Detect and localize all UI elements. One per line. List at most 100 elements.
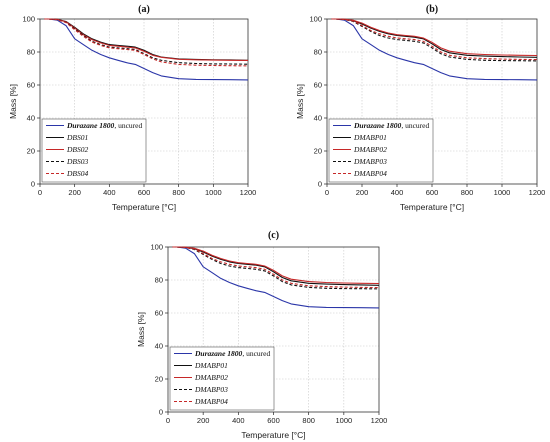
- y-tick-label: 60: [27, 81, 35, 90]
- x-tick-label: 200: [356, 188, 369, 197]
- chart-title: (b): [426, 4, 438, 15]
- x-tick-label: 400: [232, 416, 245, 425]
- legend: Durazane 1800, uncured DMABP01 DMABP02 DMAB…: [169, 346, 275, 411]
- y-axis-label: Mass [%]: [8, 84, 18, 119]
- legend-entry: DBS02: [66, 145, 88, 154]
- y-tick-label: 100: [309, 15, 322, 24]
- x-tick-label: 1200: [529, 188, 546, 197]
- x-tick-label: 800: [461, 188, 474, 197]
- x-tick-label: 1200: [371, 416, 388, 425]
- x-axis-label: Temperature [°C]: [112, 202, 176, 212]
- y-tick-label: 0: [159, 408, 163, 417]
- legend-entry: DMABP03: [194, 385, 228, 394]
- legend-entry: DMABP04: [194, 397, 228, 406]
- legend-box: [169, 346, 275, 411]
- legend-box: [41, 118, 147, 183]
- x-tick-label: 0: [325, 188, 329, 197]
- legend-entry-suffix: , uncured: [242, 349, 270, 358]
- x-axis-label: Temperature [°C]: [400, 202, 464, 212]
- series-line-dbs02: [44, 18, 249, 61]
- legend: Durazane 1800, uncured DMABP01 DMABP02 DMAB…: [328, 118, 434, 183]
- chart-title: (a): [138, 4, 150, 15]
- x-tick-label: 600: [426, 188, 439, 197]
- x-tick-label: 400: [391, 188, 404, 197]
- legend-box: [328, 118, 434, 183]
- legend-entry-name: DMABP02: [194, 373, 228, 382]
- legend-entry: DMABP02: [353, 145, 387, 154]
- legend-entry: Durazane 1800, uncured: [194, 349, 270, 358]
- series-line-dmabp02: [331, 18, 538, 57]
- panel-c: (c) 0 200 400 600 800 1000 1200 0 20 40 60 80 100 Temp…: [136, 230, 387, 440]
- legend-entry-name: DMABP03: [194, 385, 228, 394]
- legend-entry: DBS04: [66, 169, 88, 178]
- x-tick-label: 1000: [494, 188, 511, 197]
- legend-entry-name: DMABP03: [353, 157, 387, 166]
- series-line-dmabp04: [172, 246, 380, 289]
- legend-entry-name: DBS02: [66, 145, 88, 154]
- y-tick-label: 80: [27, 48, 35, 57]
- y-axis-label: Mass [%]: [136, 312, 146, 347]
- y-tick-label: 80: [314, 48, 322, 57]
- series-line-durazane-1800: [172, 246, 380, 309]
- panel-a: (a) 0 200 400 600 800 1000 1200 0 20 40 60 80 100 Temp…: [8, 4, 256, 212]
- x-axis-label: Temperature [°C]: [241, 430, 305, 440]
- legend-entry: DMABP01: [194, 361, 228, 370]
- x-tick-label: 800: [172, 188, 185, 197]
- y-tick-label: 40: [155, 342, 163, 351]
- legend: Durazane 1800, uncured DBS01 DBS02 DBS03 DBS…: [41, 118, 147, 183]
- series-line-durazane-1800: [44, 18, 249, 81]
- y-tick-label: 100: [22, 15, 35, 24]
- y-tick-label: 60: [314, 81, 322, 90]
- legend-entry-name: DBS04: [66, 169, 88, 178]
- x-tick-label: 0: [38, 188, 42, 197]
- legend-entry-suffix: , uncured: [114, 121, 142, 130]
- y-axis-label: Mass [%]: [295, 84, 305, 119]
- y-tick-label: 20: [27, 147, 35, 156]
- y-tick-label: 20: [314, 147, 322, 156]
- legend-entry: Durazane 1800, uncured: [66, 121, 142, 130]
- x-tick-label: 200: [68, 188, 81, 197]
- legend-entry: DMABP03: [353, 157, 387, 166]
- legend-entry-name: DMABP04: [194, 397, 228, 406]
- legend-entry: DMABP04: [353, 169, 387, 178]
- x-tick-label: 800: [302, 416, 315, 425]
- y-tick-label: 80: [155, 276, 163, 285]
- x-tick-label: 600: [138, 188, 151, 197]
- series-line-dbs03: [44, 18, 249, 65]
- x-tick-label: 0: [166, 416, 170, 425]
- legend-entry: Durazane 1800, uncured: [353, 121, 429, 130]
- legend-entry-name: DMABP02: [353, 145, 387, 154]
- series-line-durazane-1800: [331, 18, 538, 81]
- series-line-dbs04: [44, 18, 249, 67]
- x-tick-label: 1000: [205, 188, 222, 197]
- y-tick-label: 20: [155, 375, 163, 384]
- legend-entry-name: DMABP01: [194, 361, 228, 370]
- legend-entry: DMABP01: [353, 133, 387, 142]
- plot-frame: [39, 18, 249, 185]
- y-tick-label: 40: [314, 114, 322, 123]
- y-tick-label: 60: [155, 309, 163, 318]
- y-tick-label: 0: [31, 180, 35, 189]
- plot-frame: [167, 246, 380, 413]
- x-tick-label: 600: [267, 416, 280, 425]
- y-tick-label: 100: [150, 243, 163, 252]
- plot-frame: [326, 18, 538, 185]
- legend-entry-name: DBS03: [66, 157, 88, 166]
- panel-b: (b) 0 200 400 600 800 1000 1200 0 20 40 60 80 100 Temp…: [295, 4, 545, 212]
- legend-entry-name: Durazane 1800: [353, 121, 402, 130]
- legend-entry: DBS03: [66, 157, 88, 166]
- chart-title: (c): [268, 230, 279, 241]
- legend-entry-name: Durazane 1800: [66, 121, 115, 130]
- legend-entry-name: Durazane 1800: [194, 349, 243, 358]
- x-tick-label: 200: [197, 416, 210, 425]
- legend-entry-suffix: , uncured: [401, 121, 429, 130]
- x-tick-label: 400: [103, 188, 116, 197]
- y-tick-label: 40: [27, 114, 35, 123]
- legend-entry-name: DMABP01: [353, 133, 387, 142]
- legend-entry-name: DMABP04: [353, 169, 387, 178]
- series-line-dmabp02: [172, 246, 380, 285]
- legend-entry: DBS01: [66, 133, 88, 142]
- x-tick-label: 1000: [335, 416, 352, 425]
- series-line-dmabp04: [331, 18, 538, 61]
